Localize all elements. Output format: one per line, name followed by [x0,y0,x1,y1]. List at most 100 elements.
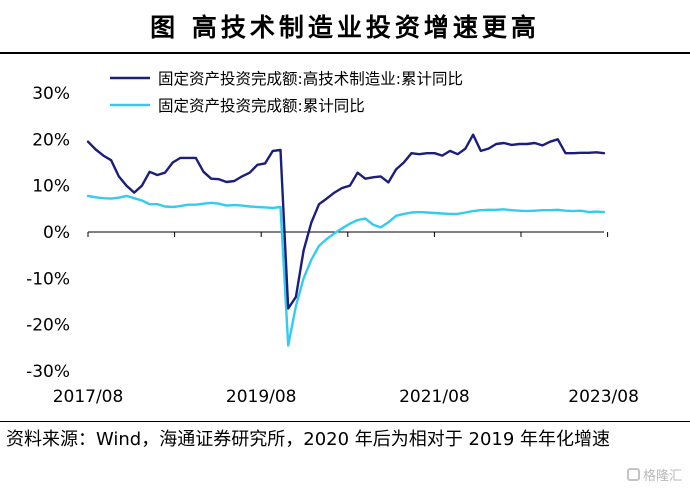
data-point-series-1 [272,150,274,152]
data-point-series-2 [564,209,567,212]
data-point-series-2 [133,197,136,199]
data-point-series-1 [472,133,474,136]
data-point-series-1 [372,176,374,179]
data-point-series-2 [526,210,528,212]
data-point-series-2 [356,219,359,221]
data-point-series-2 [195,203,197,206]
data-point-series-2 [572,210,574,212]
x-axis: 2017/08 2019/08 2021/08 2023/08 [53,231,639,407]
x-tick-label: 2021/08 [399,387,470,407]
data-point-series-1 [526,143,528,145]
data-point-series-2 [325,238,328,240]
data-point-series-2 [410,211,413,214]
data-point-series-1 [503,142,505,144]
series-layer [86,133,606,347]
data-point-series-1 [433,152,436,155]
data-point-series-2 [302,277,305,280]
data-point-series-1 [556,138,559,141]
data-point-series-1 [310,221,313,224]
data-point-series-2 [510,209,513,212]
data-point-series-2 [287,344,290,347]
data-point-series-1 [171,161,174,164]
y-axis: 30% 20% 10% 0% -10% -20% -30% [26,84,70,382]
data-point-series-2 [202,202,205,205]
data-point-series-2 [164,205,166,208]
data-point-series-1 [595,151,598,154]
data-point-series-1 [325,197,328,200]
data-point-series-2 [156,203,159,205]
data-point-series-1 [541,144,544,147]
data-point-series-1 [549,140,551,143]
series-line-1 [86,133,606,310]
data-point-series-1 [449,150,451,152]
watermark-logo-icon [626,468,640,481]
data-point-series-1 [302,249,305,252]
data-point-series-2 [603,211,605,213]
data-point-series-1 [341,187,343,189]
data-point-series-1 [333,191,336,194]
data-point-series-1 [295,296,297,298]
y-tick-label: 30% [32,84,70,104]
data-point-series-1 [318,203,320,205]
data-point-series-1 [256,164,259,166]
x-tick-label: 2019/08 [226,387,297,407]
y-tick-label: 10% [32,177,70,197]
y-tick-label: -30% [26,362,70,382]
data-point-series-2 [549,209,551,212]
data-point-series-2 [125,195,128,197]
data-point-series-2 [310,259,313,261]
data-point-series-2 [372,223,374,226]
data-point-series-1 [533,142,536,144]
data-point-series-1 [379,175,382,178]
data-point-series-1 [87,140,89,143]
y-tick-label: -20% [26,316,70,336]
data-point-series-1 [364,177,367,180]
data-point-series-2 [179,205,182,207]
data-point-series-1 [587,151,590,154]
data-point-series-2 [595,210,598,213]
data-point-series-2 [264,206,266,209]
data-point-series-2 [118,196,120,199]
x-tick-label: 2023/08 [568,387,639,407]
data-point-series-2 [533,209,536,212]
data-point-series-2 [187,203,189,206]
y-tick-label: 0% [43,223,70,243]
data-point-series-1 [418,153,420,155]
data-point-series-2 [241,204,243,207]
data-point-series-1 [572,152,574,155]
data-point-series-1 [195,157,197,159]
data-point-series-1 [202,170,205,173]
data-point-series-1 [464,147,467,150]
data-point-series-2 [218,202,220,205]
data-point-series-1 [510,144,513,146]
data-point-series-1 [564,152,567,155]
legend-label-1: 固定资产投资完成额:高技术制造业:累计同比 [158,70,463,88]
data-point-series-2 [349,222,351,225]
data-point-series-2 [102,197,105,199]
data-point-series-2 [272,207,274,209]
title-rule [0,52,690,54]
data-point-series-1 [387,181,390,184]
data-point-series-2 [248,205,251,208]
data-point-series-2 [541,209,544,212]
y-tick-label: -10% [26,269,70,289]
data-point-series-2 [441,212,444,215]
data-point-series-1 [156,174,159,176]
x-tick-label: 2017/08 [53,387,124,407]
data-point-series-1 [141,184,143,187]
data-point-series-1 [402,161,405,164]
data-point-series-2 [141,199,143,202]
data-point-series-2 [433,212,436,214]
watermark-text: 格隆汇 [642,469,682,484]
data-point-series-1 [456,153,459,155]
data-point-series-2 [233,204,236,206]
data-point-series-1 [426,152,428,155]
data-point-series-1 [518,143,521,145]
data-point-series-2 [333,232,336,235]
data-point-series-2 [364,217,367,220]
data-point-series-2 [449,213,451,215]
data-point-series-2 [518,209,521,212]
data-point-series-1 [603,152,605,155]
data-point-series-2 [418,211,420,213]
data-point-series-2 [87,195,89,197]
